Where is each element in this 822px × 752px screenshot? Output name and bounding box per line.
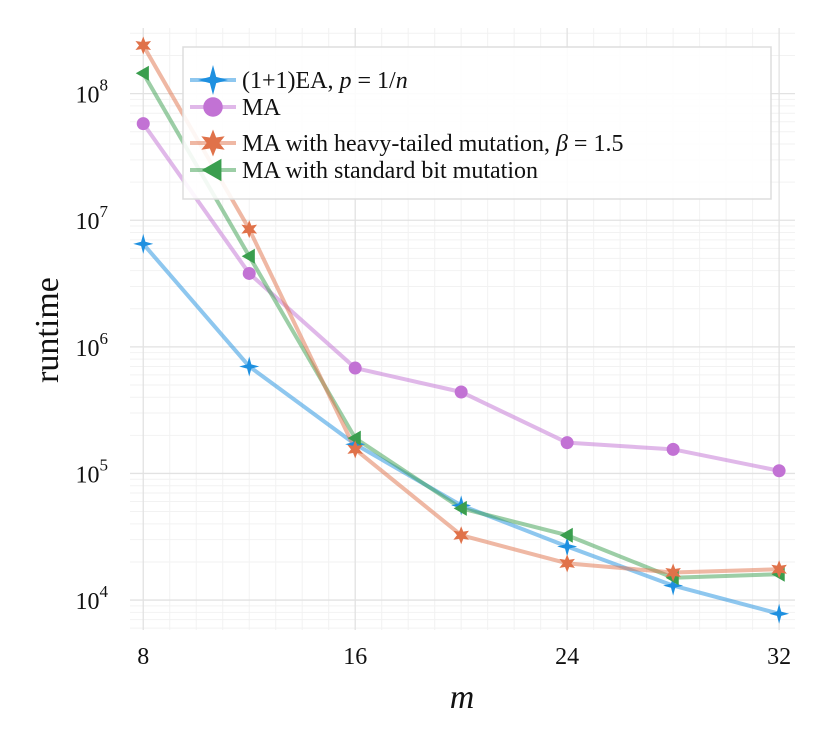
y-tick-label: 106 (76, 329, 109, 362)
data-point (135, 65, 149, 81)
x-tick-label: 16 (343, 644, 367, 670)
data-point (559, 527, 573, 543)
legend-entry: MA (242, 95, 281, 121)
data-point (559, 554, 575, 573)
x-tick-labels: 8 16 24 32 (137, 644, 791, 670)
data-point (239, 356, 260, 377)
data-point (663, 575, 684, 596)
legend-entry: MA with heavy-tailed mutation, β = 1.5 (242, 131, 623, 157)
legend-marker (198, 65, 228, 95)
data-point (135, 36, 152, 55)
legend-entry: (1+1)EA, p = 1/n (242, 68, 408, 94)
y-tick-label: 107 (76, 202, 109, 235)
data-point (557, 536, 578, 557)
y-tick-label: 105 (76, 455, 109, 488)
data-point (454, 385, 468, 399)
legend-box (182, 46, 772, 200)
y-tick-labels: 104 105 106 107 108 (76, 76, 109, 615)
y-tick-label: 104 (76, 582, 109, 615)
data-point (560, 436, 574, 450)
data-point (347, 430, 361, 446)
data-point (133, 233, 154, 254)
legend-marker (201, 129, 225, 157)
data-point (347, 440, 363, 459)
data-point (769, 603, 790, 624)
legend-entry: MA with standard bit mutation (242, 158, 538, 184)
x-tick-label: 24 (555, 644, 579, 670)
data-point (242, 266, 256, 280)
data-point (666, 442, 680, 456)
data-point (241, 220, 258, 239)
data-point (348, 361, 362, 375)
legend: (1+1)EA, p = 1/nMA MA with heavy-tailed m… (182, 46, 772, 200)
data-point (665, 563, 681, 582)
y-axis-label: runtime (29, 277, 66, 383)
legend-marker (203, 97, 223, 117)
x-tick-label: 8 (137, 644, 149, 670)
x-axis-label: m (450, 679, 475, 716)
series-layer (133, 36, 790, 624)
x-tick-label: 32 (767, 644, 791, 670)
data-point (771, 560, 787, 579)
data-point (453, 500, 467, 516)
data-point (772, 464, 786, 478)
legend-marker (201, 158, 222, 182)
data-point (241, 248, 255, 264)
data-point (136, 117, 150, 131)
y-tick-label: 108 (76, 76, 109, 109)
data-point (453, 526, 469, 545)
